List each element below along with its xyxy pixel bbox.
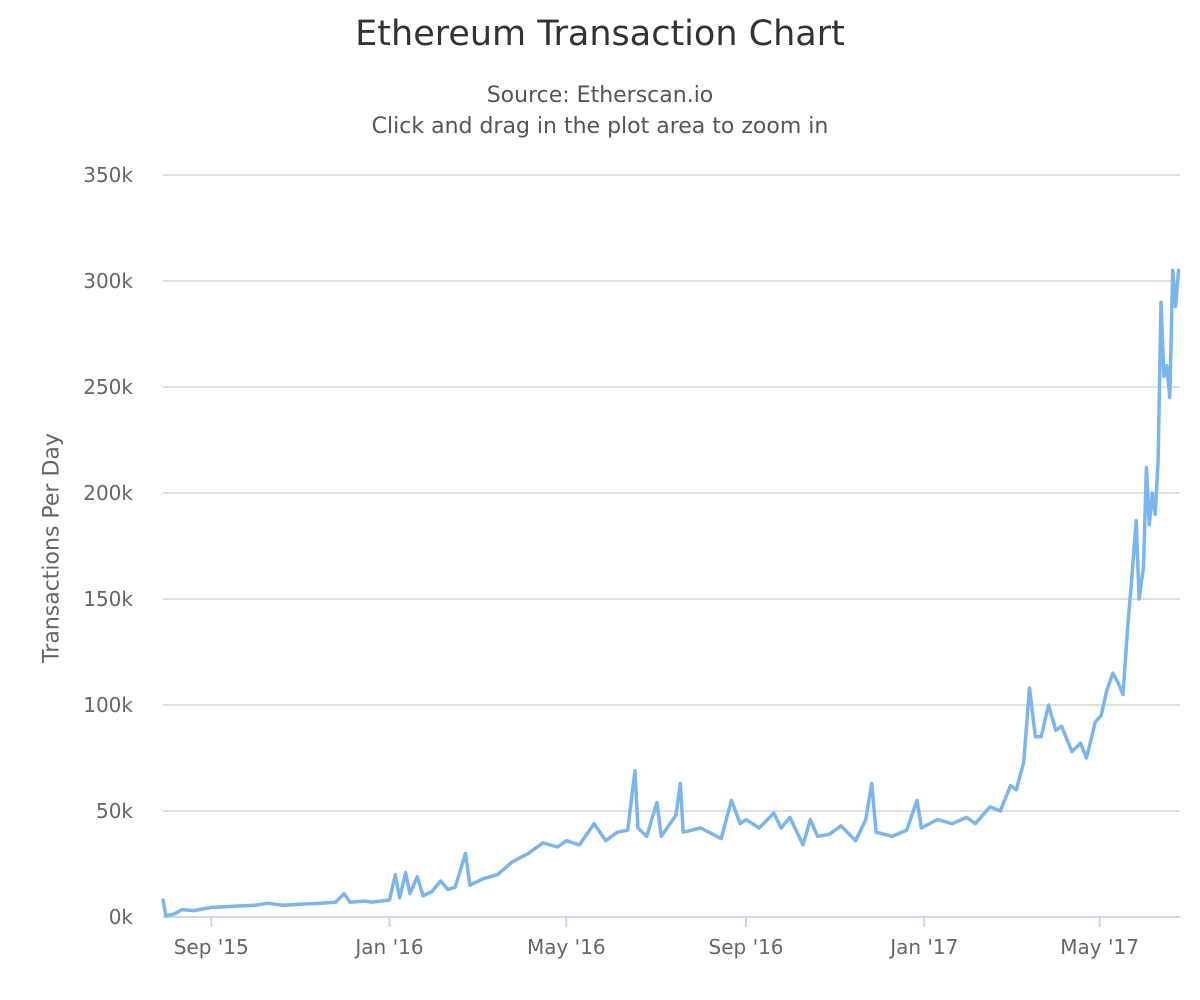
chart-subtitle-hint: Click and drag in the plot area to zoom …	[371, 114, 829, 139]
x-tick-label: May '16	[527, 935, 606, 959]
chart-subtitle-source: Source: Etherscan.io	[486, 83, 714, 108]
y-tick-label: 150k	[83, 587, 133, 611]
x-tick-label: May '17	[1060, 935, 1139, 959]
x-tick-label: Jan '17	[888, 935, 958, 959]
grid-lines	[163, 174, 1180, 812]
y-tick-label: 200k	[83, 481, 133, 505]
y-tick-label: 250k	[83, 375, 133, 399]
y-tick-label: 50k	[96, 799, 133, 823]
x-tick-label: Sep '16	[709, 935, 784, 959]
y-tick-label: 0k	[109, 905, 134, 929]
x-tick-label: Jan '16	[353, 935, 423, 959]
y-tick-label: 100k	[83, 693, 133, 717]
x-tick-label: Sep '15	[174, 935, 249, 959]
y-tick-label: 300k	[83, 269, 133, 293]
y-tick-label: 350k	[83, 163, 133, 187]
chart-title: Ethereum Transaction Chart	[355, 14, 845, 54]
series-group	[161, 268, 1181, 918]
x-axis: Sep '15 Jan '16 May '16 Sep '16 Jan '17 May '…	[163, 916, 1180, 959]
y-axis: 0k 50k 100k 150k 200k 250k 300k 350k	[83, 163, 133, 929]
series-line[interactable]	[161, 268, 1181, 918]
